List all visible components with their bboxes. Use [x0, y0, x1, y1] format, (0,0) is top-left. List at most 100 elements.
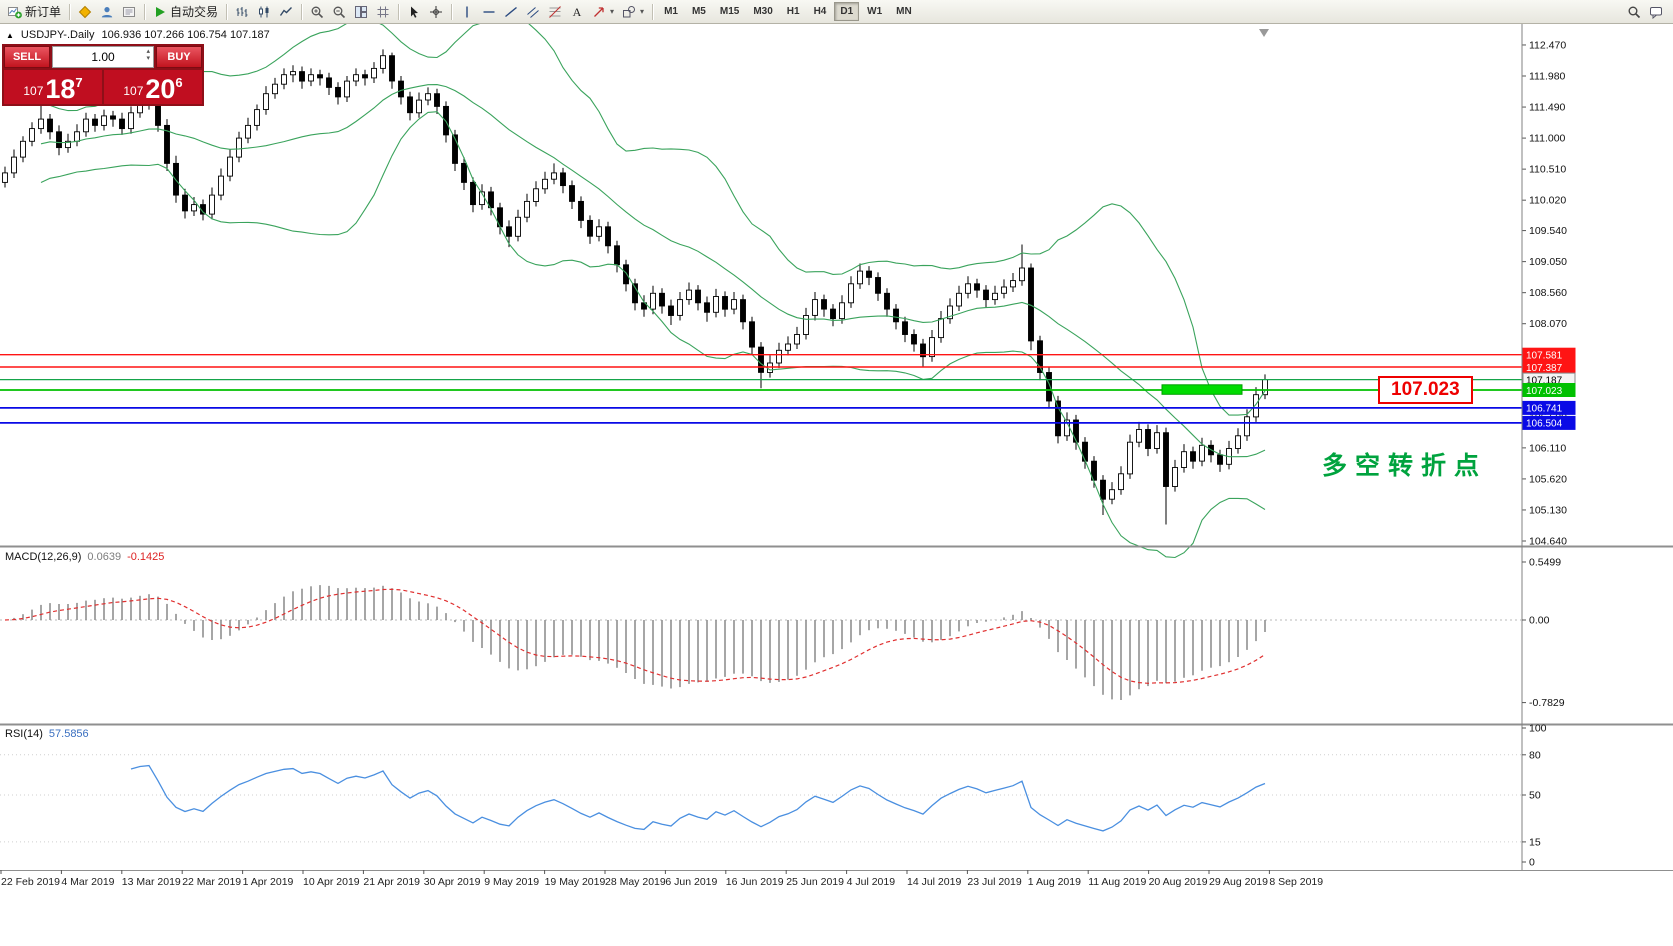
- chevron-down-icon: ▾: [610, 7, 615, 16]
- sell-button[interactable]: SELL: [4, 46, 50, 68]
- timeframe-button-m1[interactable]: M1: [664, 6, 678, 17]
- candle: [1181, 451, 1187, 468]
- cursor-button[interactable]: [403, 2, 425, 22]
- bar-chart-button[interactable]: [231, 2, 253, 22]
- text-label-button[interactable]: A: [566, 2, 588, 22]
- price-chart[interactable]: 112.470 111.980 111.490 111.000 110.510 110.0…: [0, 24, 1673, 946]
- volume-input[interactable]: 1.00 ▴ ▾: [52, 46, 154, 68]
- candle: [1199, 444, 1205, 462]
- horizontal-line-button[interactable]: [478, 2, 500, 22]
- candle: [119, 118, 125, 130]
- time-scale[interactable]: 22 Feb 2019 4 Mar 2019 13 Mar 2019 22 Mar 2…: [0, 870, 1323, 888]
- candle: [299, 71, 305, 82]
- zoom-out-button[interactable]: [328, 2, 350, 22]
- price-annotation-box[interactable]: 107.023: [1378, 376, 1473, 404]
- timeframe-button-d1[interactable]: D1: [834, 2, 860, 21]
- candle: [92, 118, 98, 126]
- candle: [1010, 280, 1016, 288]
- timeframe-button-h1[interactable]: H1: [786, 6, 800, 17]
- candle: [245, 124, 251, 139]
- candle: [1235, 435, 1241, 449]
- candle: [380, 55, 386, 69]
- candle: [1127, 441, 1133, 475]
- crosshair-button[interactable]: [425, 2, 447, 22]
- candle: [857, 270, 863, 285]
- candle: [965, 283, 971, 294]
- main-toolbar: 新订单 自动交易 A ▾ ▾ M1 M5 M15 M30 H1 H4 D1 W1 MN: [0, 0, 1673, 24]
- candle: [83, 118, 89, 133]
- symbol-name: USDJPY-.Daily: [20, 29, 95, 41]
- grid-icon: [377, 6, 389, 17]
- shapes-button[interactable]: ▾: [618, 2, 648, 22]
- date-tick-label: 6 Jun 2019: [665, 876, 717, 888]
- timeframe-button-m5[interactable]: M5: [691, 6, 706, 17]
- one-click-collapse-icon[interactable]: ▲: [6, 30, 14, 40]
- news-icon: [123, 6, 136, 17]
- rsi-indicator-label: RSI(14) 57.5856: [5, 728, 89, 740]
- candle: [56, 131, 62, 149]
- candle: [110, 115, 116, 120]
- candle: [182, 194, 188, 212]
- turning-point-label[interactable]: 多空转折点: [1322, 452, 1488, 480]
- vertical-line-button[interactable]: [456, 2, 478, 22]
- zoom-in-button[interactable]: [306, 2, 328, 22]
- price-tick-label: 111.490: [1529, 102, 1566, 114]
- svg-text:A: A: [573, 5, 582, 19]
- news-button[interactable]: [118, 2, 140, 22]
- price-tick-label: 108.560: [1529, 287, 1567, 299]
- horizontal-level-lines: [0, 354, 1522, 424]
- candlestick-chart-button[interactable]: [253, 2, 275, 22]
- candle: [173, 162, 179, 196]
- tline-icon: [505, 6, 517, 17]
- user-profile-button[interactable]: [96, 2, 118, 22]
- price-tag-label: 107.387: [1526, 363, 1563, 374]
- candle: [209, 194, 215, 215]
- highlight-zone[interactable]: [1161, 384, 1243, 395]
- timeframe-button-m30[interactable]: M30: [753, 6, 773, 17]
- timeframe-button-h4[interactable]: H4: [813, 6, 827, 17]
- trendline-button[interactable]: [500, 2, 522, 22]
- timeframe-button-m15[interactable]: M15: [719, 6, 740, 17]
- shapes-icon: [623, 5, 636, 17]
- auto-trading-button[interactable]: 自动交易: [149, 2, 222, 22]
- candle: [677, 299, 683, 316]
- date-tick-label: 14 Jul 2019: [907, 876, 961, 888]
- chart-shift-marker[interactable]: [1259, 29, 1269, 37]
- search-button[interactable]: [1623, 2, 1645, 22]
- new-order-button[interactable]: 新订单: [4, 2, 65, 22]
- buy-button[interactable]: BUY: [156, 46, 202, 68]
- candle: [722, 296, 728, 310]
- date-tick-label: 8 Sep 2019: [1269, 876, 1323, 888]
- volume-down-button[interactable]: ▾: [146, 55, 150, 62]
- candle: [29, 128, 35, 142]
- grid-button[interactable]: [372, 2, 394, 22]
- chat-button[interactable]: [1645, 2, 1667, 22]
- fibonacci-button[interactable]: [544, 2, 566, 22]
- candle: [1019, 267, 1025, 282]
- candle: [902, 321, 908, 335]
- ask-big-figure: 107: [123, 84, 144, 98]
- price-tick-label: 111.980: [1529, 71, 1566, 83]
- candle: [659, 292, 665, 307]
- rsi-name: RSI(14): [5, 728, 43, 740]
- line-chart-button[interactable]: [275, 2, 297, 22]
- macd-scale-label: 0.00: [1529, 615, 1550, 627]
- bid-pips: 18: [45, 74, 76, 104]
- candle: [1217, 454, 1223, 465]
- equidistant-channel-button[interactable]: [522, 2, 544, 22]
- timeframe-button-w1[interactable]: W1: [867, 6, 883, 17]
- candle: [542, 178, 548, 190]
- candle: [308, 74, 314, 82]
- price-tag-label: 107.581: [1526, 350, 1563, 361]
- candle: [263, 93, 269, 110]
- timeframe-button-mn[interactable]: MN: [896, 6, 912, 17]
- toolbar-separator: [226, 3, 228, 20]
- volume-up-button[interactable]: ▴: [146, 48, 150, 55]
- vline-icon: [466, 6, 468, 17]
- arrows-button[interactable]: ▾: [588, 2, 618, 22]
- candle: [218, 175, 224, 196]
- mql5-community-button[interactable]: [74, 2, 96, 22]
- tile-windows-button[interactable]: [350, 2, 372, 22]
- price-tag-label: 106.504: [1526, 419, 1563, 430]
- candle: [425, 93, 431, 101]
